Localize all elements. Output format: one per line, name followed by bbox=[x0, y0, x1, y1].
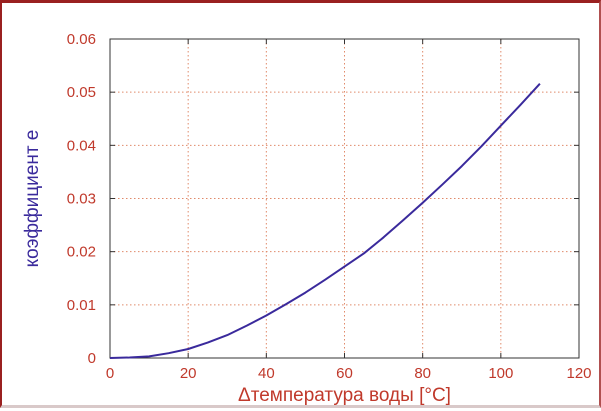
x-tick-label: 100 bbox=[488, 365, 513, 382]
y-tick-label: 0.02 bbox=[67, 244, 96, 261]
x-tick-labels: 0 20 40 60 80 100 120 bbox=[106, 365, 592, 382]
x-tick-label: 60 bbox=[336, 365, 353, 382]
line-chart: 0 20 40 60 80 100 120 0 0.01 0.02 0.03 0.04 0.05 0.0… bbox=[2, 3, 601, 411]
y-axis-title: коэффициент e bbox=[22, 130, 43, 268]
y-tick-label: 0.05 bbox=[67, 84, 96, 101]
y-tick-label: 0.04 bbox=[67, 137, 96, 154]
y-tick-label: 0 bbox=[88, 350, 96, 367]
x-tick-label: 80 bbox=[414, 365, 431, 382]
y-tick-labels: 0 0.01 0.02 0.03 0.04 0.05 0.06 bbox=[67, 31, 96, 367]
x-axis-title: Δтемпература воды [°C] bbox=[238, 385, 451, 406]
x-tick-label: 40 bbox=[258, 365, 275, 382]
x-tick-label: 120 bbox=[566, 365, 591, 382]
y-tick-label: 0.03 bbox=[67, 191, 96, 208]
y-tick-label: 0.01 bbox=[67, 297, 96, 314]
plot-area bbox=[110, 39, 579, 358]
x-tick-label: 20 bbox=[180, 365, 197, 382]
y-tick-label: 0.06 bbox=[67, 31, 96, 48]
x-tick-label: 0 bbox=[106, 365, 114, 382]
